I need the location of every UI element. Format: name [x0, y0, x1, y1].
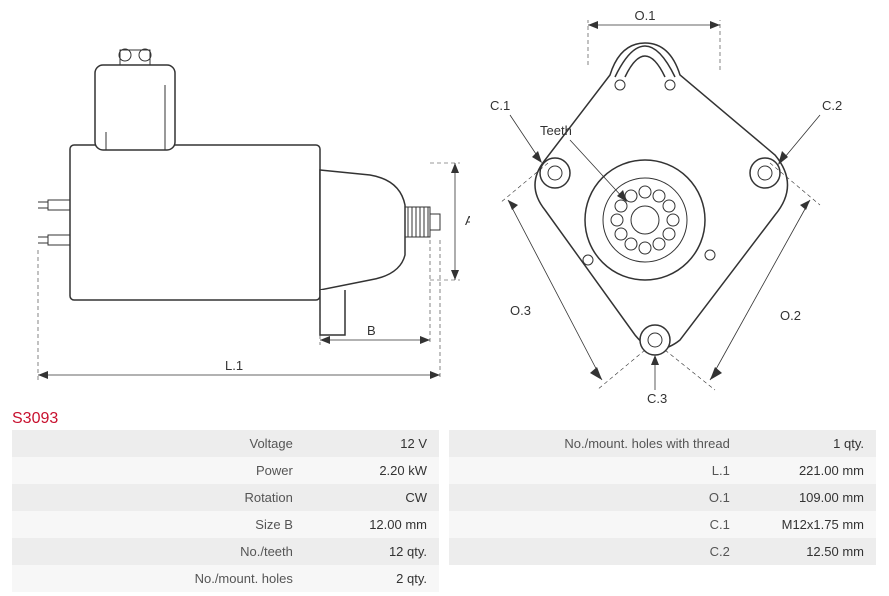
dim-label-c2: C.2	[822, 98, 842, 113]
spec-label: Power	[12, 463, 305, 478]
spec-label: C.1	[449, 517, 742, 532]
spec-label: No./mount. holes with thread	[449, 436, 742, 451]
spec-label: No./mount. holes	[12, 571, 305, 586]
spec-table: Voltage 12 V Power 2.20 kW Rotation CW S…	[12, 430, 876, 592]
spec-row: No./mount. holes with thread 1 qty.	[449, 430, 876, 457]
spec-value: 12.50 mm	[742, 544, 876, 559]
spec-label: O.1	[449, 490, 742, 505]
spec-value: 12 qty.	[305, 544, 439, 559]
spec-label: No./teeth	[12, 544, 305, 559]
spec-row: Voltage 12 V	[12, 430, 439, 457]
spec-row: Size B 12.00 mm	[12, 511, 439, 538]
spec-row: O.1 109.00 mm	[449, 484, 876, 511]
dim-label-o2: O.2	[780, 308, 801, 323]
spec-row: Power 2.20 kW	[12, 457, 439, 484]
spec-label: C.2	[449, 544, 742, 559]
spec-row: No./teeth 12 qty.	[12, 538, 439, 565]
dim-label-l1: L.1	[225, 358, 243, 373]
spec-value: M12x1.75 mm	[742, 517, 876, 532]
spec-value: 2.20 kW	[305, 463, 439, 478]
spec-value: 1 qty.	[742, 436, 876, 451]
spec-value: CW	[305, 490, 439, 505]
diagram-area: A B L.1	[0, 0, 889, 410]
dim-label-b: B	[367, 323, 376, 338]
spec-label: Voltage	[12, 436, 305, 451]
spec-col-left: Voltage 12 V Power 2.20 kW Rotation CW S…	[12, 430, 439, 592]
spec-row: No./mount. holes 2 qty.	[12, 565, 439, 592]
spec-label: Rotation	[12, 490, 305, 505]
front-view-diagram: O.1 O.2 O.3 C.1 C.2	[470, 5, 889, 410]
dim-label-o3: O.3	[510, 303, 531, 318]
dim-label-c3: C.3	[647, 391, 667, 405]
dim-label-c1: C.1	[490, 98, 510, 113]
dim-label-o1: O.1	[635, 8, 656, 23]
spec-row: Rotation CW	[12, 484, 439, 511]
spec-row: C.1 M12x1.75 mm	[449, 511, 876, 538]
spec-value: 2 qty.	[305, 571, 439, 586]
spec-row: C.2 12.50 mm	[449, 538, 876, 565]
spec-value: 12 V	[305, 436, 439, 451]
spec-row: L.1 221.00 mm	[449, 457, 876, 484]
spec-value: 12.00 mm	[305, 517, 439, 532]
spec-label: L.1	[449, 463, 742, 478]
spec-col-right: No./mount. holes with thread 1 qty. L.1 …	[449, 430, 876, 592]
dim-label-teeth: Teeth	[540, 123, 572, 138]
part-number: S3093	[12, 410, 58, 428]
side-view-diagram: A B L.1	[10, 5, 470, 410]
spec-value: 109.00 mm	[742, 490, 876, 505]
spec-value: 221.00 mm	[742, 463, 876, 478]
spec-label: Size B	[12, 517, 305, 532]
